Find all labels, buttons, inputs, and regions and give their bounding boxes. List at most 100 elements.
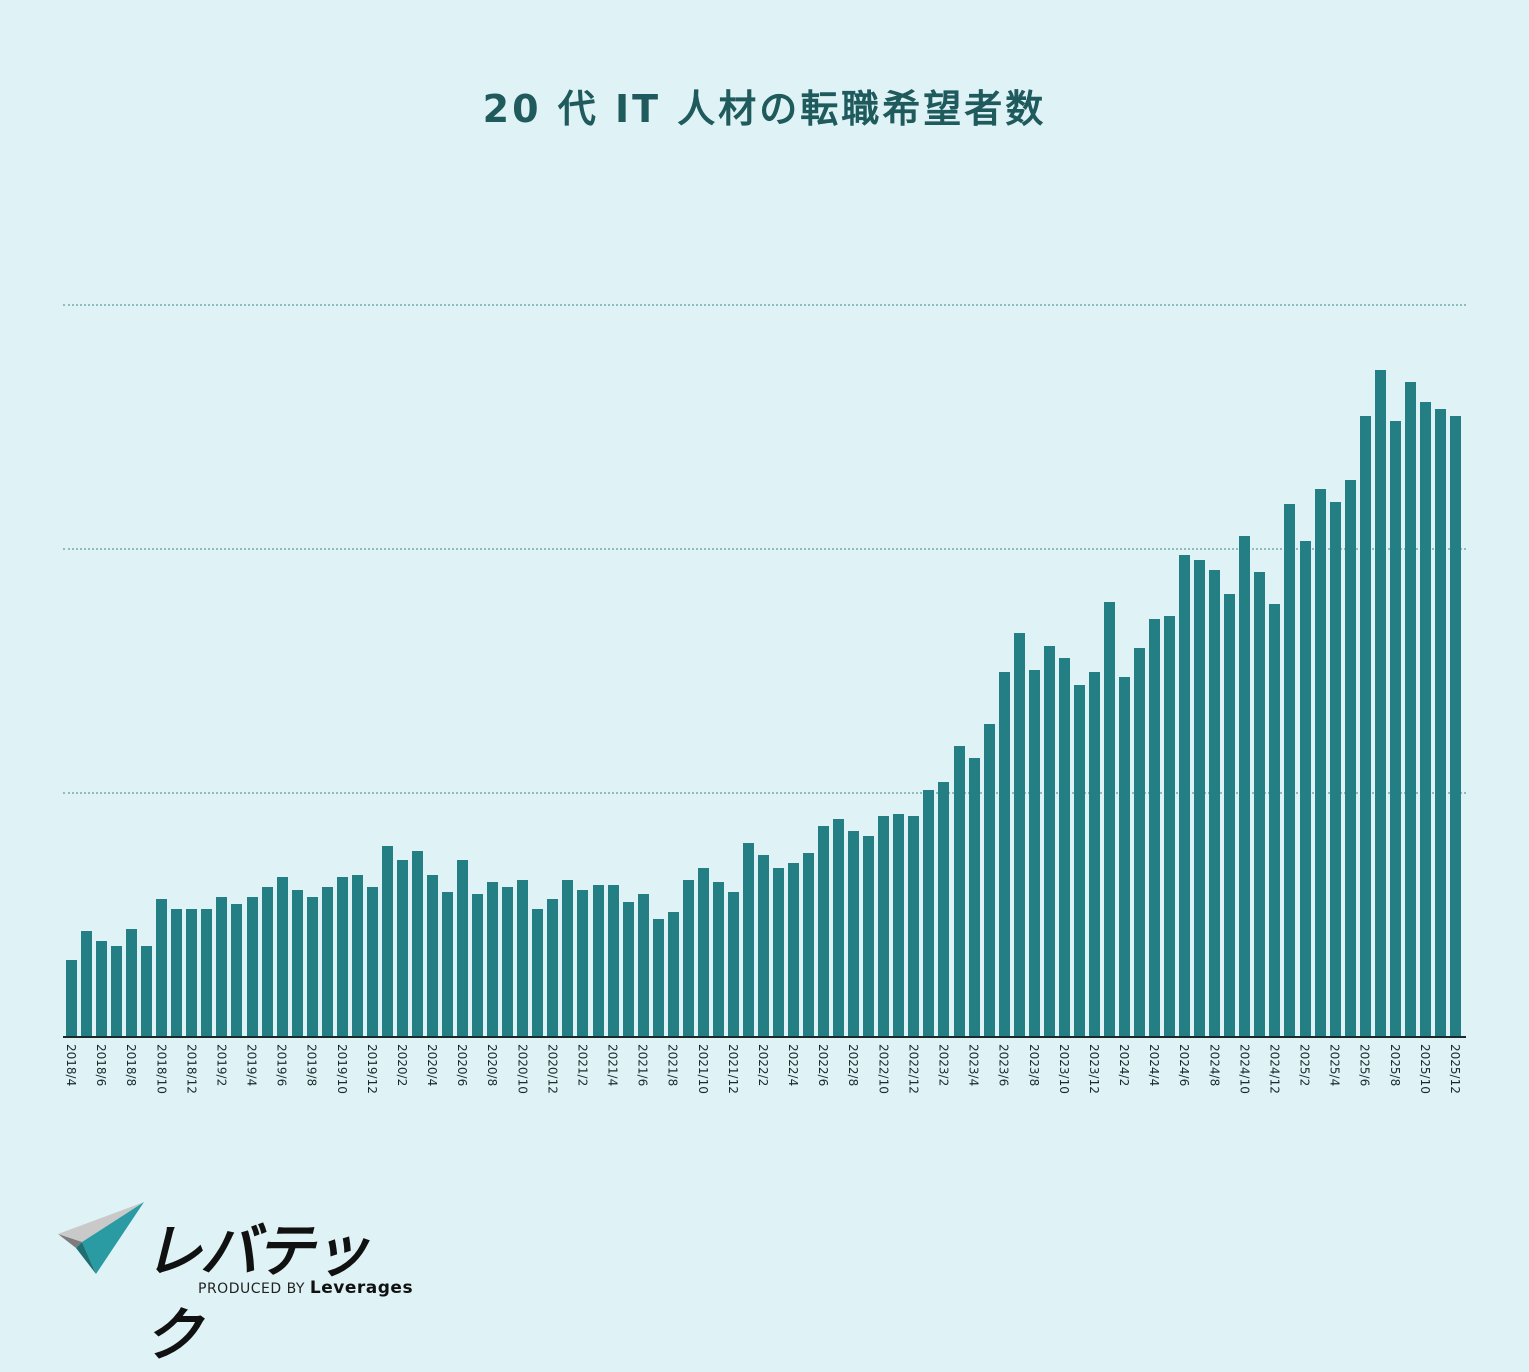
bar <box>637 894 649 1036</box>
bar <box>953 745 965 1036</box>
bar <box>171 909 183 1036</box>
bar <box>697 867 709 1036</box>
bar <box>442 892 454 1036</box>
bar <box>186 909 198 1036</box>
bar <box>803 853 815 1036</box>
bar <box>411 850 423 1036</box>
bar <box>908 816 920 1036</box>
x-tick-label: 2025/10 <box>1417 1044 1432 1094</box>
bar <box>1329 501 1341 1036</box>
bar <box>667 911 679 1036</box>
chart-title: 20 代 IT 人材の転職希望者数 <box>482 87 1047 131</box>
bar <box>938 782 950 1036</box>
bar <box>1224 594 1236 1036</box>
bar <box>111 945 123 1036</box>
x-tick-label: 2025/2 <box>1297 1044 1312 1087</box>
x-tick-label: 2021/2 <box>575 1044 590 1087</box>
x-tick-label: 2019/10 <box>334 1044 349 1094</box>
bar <box>1209 569 1221 1036</box>
bar <box>1179 555 1191 1036</box>
bar <box>682 879 694 1036</box>
bar <box>712 882 724 1036</box>
bar <box>592 884 604 1036</box>
bar <box>1134 648 1146 1036</box>
x-tick-label: 2023/6 <box>996 1044 1011 1087</box>
x-tick-label: 2019/8 <box>304 1044 319 1087</box>
bar <box>216 896 228 1036</box>
brand-logo: レバテック PRODUCED BY Leverages <box>58 1200 418 1369</box>
bar <box>381 845 393 1036</box>
x-tick-label: 2023/4 <box>966 1044 981 1087</box>
bar <box>607 884 619 1036</box>
bar <box>1239 535 1251 1036</box>
bar <box>1269 604 1281 1036</box>
bar <box>1013 633 1025 1036</box>
bar <box>502 887 514 1036</box>
x-tick-label: 2024/4 <box>1147 1044 1162 1087</box>
x-tick-label: 2022/4 <box>786 1044 801 1087</box>
bar <box>562 879 574 1036</box>
bar <box>457 860 469 1036</box>
gridline-1 <box>63 792 1466 794</box>
bar <box>351 874 363 1036</box>
bar <box>968 757 980 1036</box>
bar <box>742 843 754 1036</box>
bar <box>1058 657 1070 1036</box>
x-axis-line <box>63 1036 1466 1038</box>
bar-series <box>63 180 1466 1036</box>
x-tick-label: 2018/10 <box>154 1044 169 1094</box>
bar <box>923 789 935 1036</box>
bar <box>818 826 830 1036</box>
x-tick-label: 2024/12 <box>1267 1044 1282 1094</box>
x-tick-label: 2025/12 <box>1447 1044 1462 1094</box>
bar <box>547 899 559 1036</box>
x-tick-label: 2020/6 <box>455 1044 470 1087</box>
bar <box>306 896 318 1036</box>
bar <box>1359 416 1371 1036</box>
bar <box>1449 416 1461 1036</box>
x-tick-label: 2022/12 <box>906 1044 921 1094</box>
x-axis-labels: 2018/4 2018/6 2018/8 2018/10 2018/12 2019/2 20… <box>63 1044 1466 1114</box>
bar <box>156 899 168 1036</box>
x-tick-label: 2025/8 <box>1387 1044 1402 1087</box>
bar <box>1073 684 1085 1036</box>
company-name: Leverages <box>309 1278 414 1298</box>
x-tick-label: 2022/8 <box>846 1044 861 1087</box>
bar <box>81 931 93 1036</box>
produced-by-text: PRODUCED BY <box>198 1281 305 1297</box>
bar <box>472 894 484 1036</box>
x-tick-label: 2018/6 <box>94 1044 109 1087</box>
x-tick-label: 2020/10 <box>515 1044 530 1094</box>
bar <box>893 813 905 1036</box>
x-tick-label: 2018/4 <box>64 1044 78 1087</box>
bar <box>1119 677 1130 1036</box>
bar <box>126 928 138 1036</box>
bar <box>291 889 303 1036</box>
bar <box>848 831 860 1036</box>
bar <box>96 940 108 1036</box>
x-tick-label: 2024/2 <box>1117 1044 1131 1087</box>
x-tick-label: 2022/6 <box>816 1044 831 1087</box>
x-tick-label: 2019/12 <box>364 1044 379 1094</box>
bar <box>878 816 890 1036</box>
bar <box>66 960 77 1036</box>
bar <box>336 877 348 1036</box>
bar <box>517 879 529 1036</box>
bar <box>1404 382 1416 1036</box>
bar <box>261 887 273 1036</box>
bar <box>201 909 213 1036</box>
bar <box>727 892 739 1036</box>
bar <box>427 874 439 1036</box>
bar <box>246 896 258 1036</box>
bar <box>1194 560 1206 1036</box>
bar <box>366 887 378 1036</box>
x-tick-label: 2025/4 <box>1327 1044 1342 1087</box>
plot-area <box>63 180 1466 1038</box>
x-tick-label: 2018/12 <box>184 1044 199 1094</box>
bar <box>652 918 664 1036</box>
x-tick-label: 2020/8 <box>485 1044 500 1087</box>
bar <box>577 889 589 1036</box>
bar <box>1344 479 1356 1036</box>
bar <box>276 877 288 1036</box>
bar <box>141 945 153 1036</box>
